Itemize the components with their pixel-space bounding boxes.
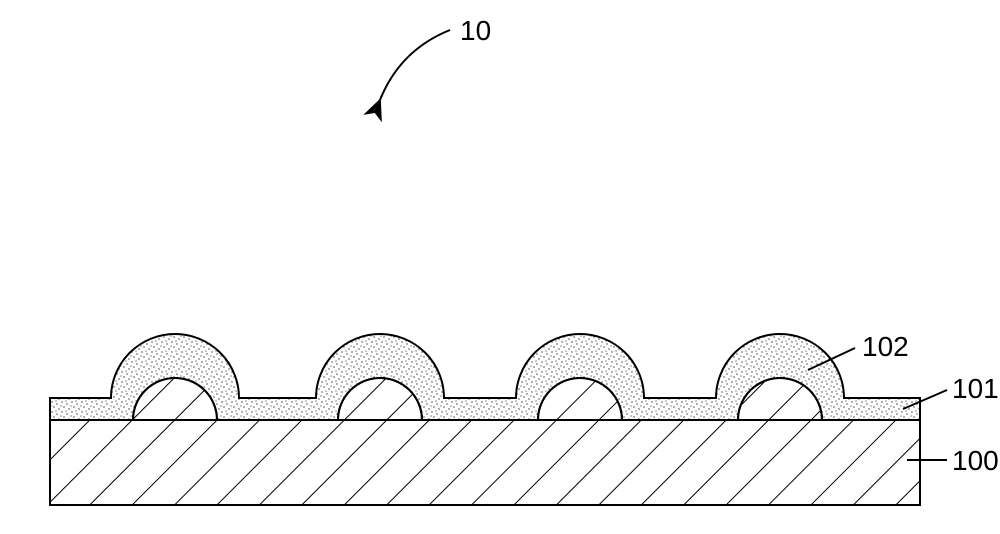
assembly-callout-arrow <box>380 30 450 100</box>
label-layer: 101 <box>952 373 999 404</box>
label-bump: 102 <box>862 331 909 362</box>
label-assembly: 10 <box>460 15 491 46</box>
label-substrate: 100 <box>952 445 999 476</box>
diagram-root: 10 102 101 100 <box>0 0 1000 534</box>
substrate-layer <box>50 420 920 505</box>
